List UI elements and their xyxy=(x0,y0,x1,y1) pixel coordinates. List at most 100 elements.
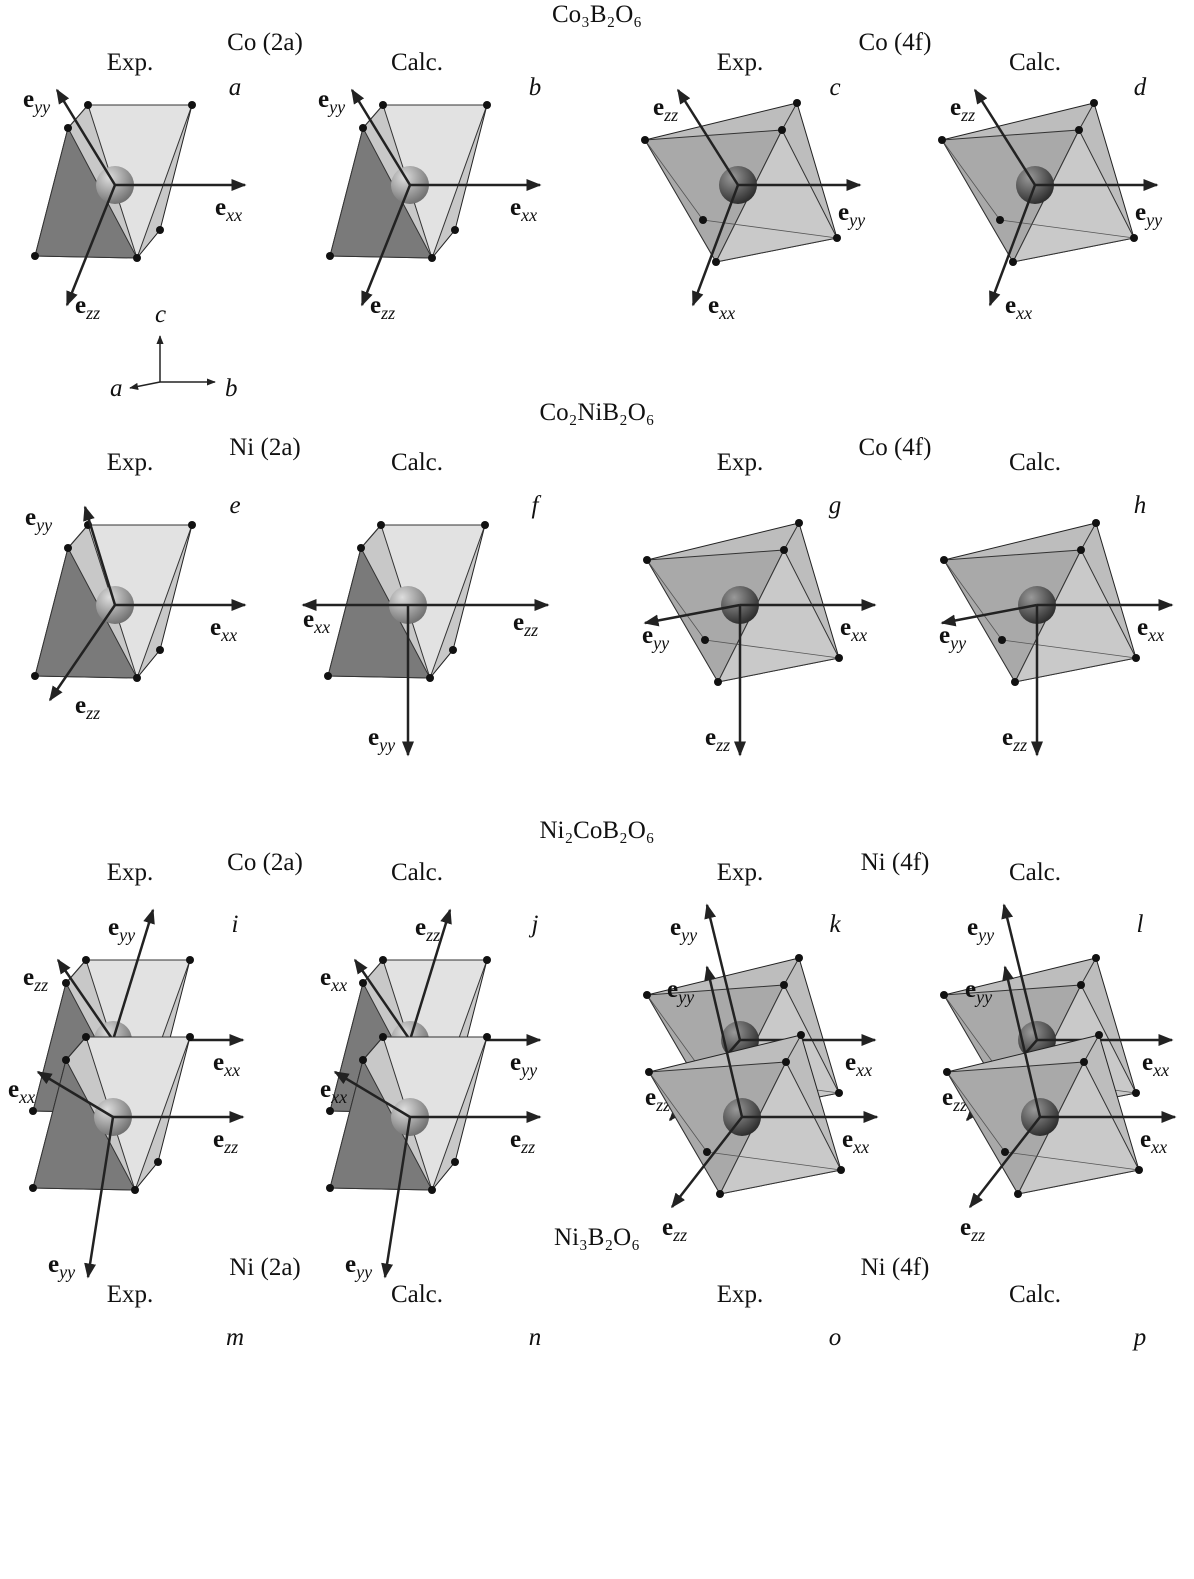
axis-subscript: yy xyxy=(34,515,52,535)
compound-title: Co₃B₂O₆ xyxy=(552,1,642,28)
axis-symbol: e xyxy=(705,724,716,751)
axis-symbol: e xyxy=(23,86,34,113)
vertex xyxy=(1132,654,1140,662)
vertex xyxy=(186,956,194,964)
axis-label: a xyxy=(110,375,123,402)
vertex xyxy=(428,254,436,262)
axis-label: ezz xyxy=(23,964,48,995)
axis-subscript: yy xyxy=(117,925,135,945)
panel-letter: h xyxy=(1134,492,1147,519)
axis-symbol: e xyxy=(662,1214,673,1241)
panel-letter: g xyxy=(829,492,842,519)
axis-label: exx xyxy=(8,1076,35,1107)
site-label: Ni (2a) xyxy=(229,434,301,461)
axis-symbol: e xyxy=(1135,199,1146,226)
axis-symbol: e xyxy=(965,976,976,1003)
column-label: Calc. xyxy=(1009,449,1061,476)
axis-symbol: e xyxy=(1142,1049,1153,1076)
axis-symbol: e xyxy=(210,614,221,641)
column-label: Exp. xyxy=(717,859,764,886)
axis-subscript: zz xyxy=(715,735,730,755)
panel-letter: i xyxy=(232,911,239,938)
vertex xyxy=(835,654,843,662)
axis-label: exx xyxy=(510,194,537,225)
axis-symbol: e xyxy=(967,914,978,941)
vertex xyxy=(782,1058,790,1066)
panel-letter: c xyxy=(829,74,840,101)
panel-letter: d xyxy=(1134,74,1147,101)
column-label: Calc. xyxy=(1009,1281,1061,1308)
panel-letter: j xyxy=(529,911,539,938)
vertex xyxy=(1130,234,1138,242)
axis-symbol: e xyxy=(370,292,381,319)
vertex xyxy=(133,674,141,682)
axis-label: exx xyxy=(1142,1049,1169,1080)
vertex xyxy=(133,254,141,262)
vertex xyxy=(1077,546,1085,554)
axis-subscript: yy xyxy=(974,987,992,1007)
axis-arrow xyxy=(130,382,160,388)
vertex xyxy=(156,226,164,234)
axis-label: exx xyxy=(708,292,735,323)
vertex xyxy=(426,674,434,682)
vertex xyxy=(940,556,948,564)
vertex xyxy=(29,1184,37,1192)
axis-symbol: e xyxy=(845,1049,856,1076)
axis-symbol: e xyxy=(320,1076,331,1103)
axis-label: eyy xyxy=(838,199,865,230)
axis-label: eyy xyxy=(345,1251,372,1282)
axis-label: eyy xyxy=(667,976,694,1007)
column-label: Exp. xyxy=(107,859,154,886)
axis-label: ezz xyxy=(705,724,730,755)
axis-subscript: xx xyxy=(1015,303,1032,323)
axis-label: ezz xyxy=(662,1214,687,1245)
vertex xyxy=(357,544,365,552)
vertex xyxy=(712,258,720,266)
site-label: Ni (4f) xyxy=(861,849,930,876)
figure: c a b Co₃B₂O₆Co (2a)Co (4f)Exp.aeyyexxez… xyxy=(0,0,1194,1579)
axis-label: eyy xyxy=(510,1049,537,1080)
axis-symbol: e xyxy=(510,1126,521,1153)
axis-symbol: e xyxy=(840,614,851,641)
vertex xyxy=(359,124,367,132)
vertex xyxy=(1092,954,1100,962)
axis-subscript: xx xyxy=(223,1060,240,1080)
axis-subscript: xx xyxy=(1150,1137,1167,1157)
vertex xyxy=(940,991,948,999)
axis-subscript: xx xyxy=(850,625,867,645)
axis-symbol: e xyxy=(842,1126,853,1153)
vertex xyxy=(131,1186,139,1194)
axis-subscript: yy xyxy=(679,925,697,945)
axis-label: ezz xyxy=(370,292,395,323)
vertex xyxy=(31,252,39,260)
axis-symbol: e xyxy=(510,1049,521,1076)
axis-subscript: xx xyxy=(718,303,735,323)
column-label: Exp. xyxy=(107,1281,154,1308)
axis-subscript: yy xyxy=(847,210,865,230)
vertex xyxy=(326,1184,334,1192)
vertex xyxy=(701,636,709,644)
panel-letter: m xyxy=(226,1324,244,1351)
axis-symbol: e xyxy=(939,622,950,649)
vertex xyxy=(483,1033,491,1041)
vertex xyxy=(1090,99,1098,107)
axis-subscript: zz xyxy=(523,620,538,640)
axis-subscript: xx xyxy=(1152,1060,1169,1080)
vertex xyxy=(837,1166,845,1174)
axis-label: eyy xyxy=(642,622,669,653)
vertex xyxy=(428,1186,436,1194)
axis-symbol: e xyxy=(1137,614,1148,641)
axis-subscript: zz xyxy=(1012,735,1027,755)
axis-subscript: yy xyxy=(32,97,50,117)
axis-subscript: zz xyxy=(85,703,100,723)
axis-subscript: xx xyxy=(330,1087,347,1107)
column-label: Exp. xyxy=(717,449,764,476)
vertex xyxy=(938,136,946,144)
vertex xyxy=(780,981,788,989)
axis-subscript: xx xyxy=(852,1137,869,1157)
vertex xyxy=(449,646,457,654)
vertex xyxy=(703,1148,711,1156)
axis-label: exx xyxy=(845,1049,872,1080)
column-label: Calc. xyxy=(1009,859,1061,886)
axis-label: eyy xyxy=(318,86,345,117)
